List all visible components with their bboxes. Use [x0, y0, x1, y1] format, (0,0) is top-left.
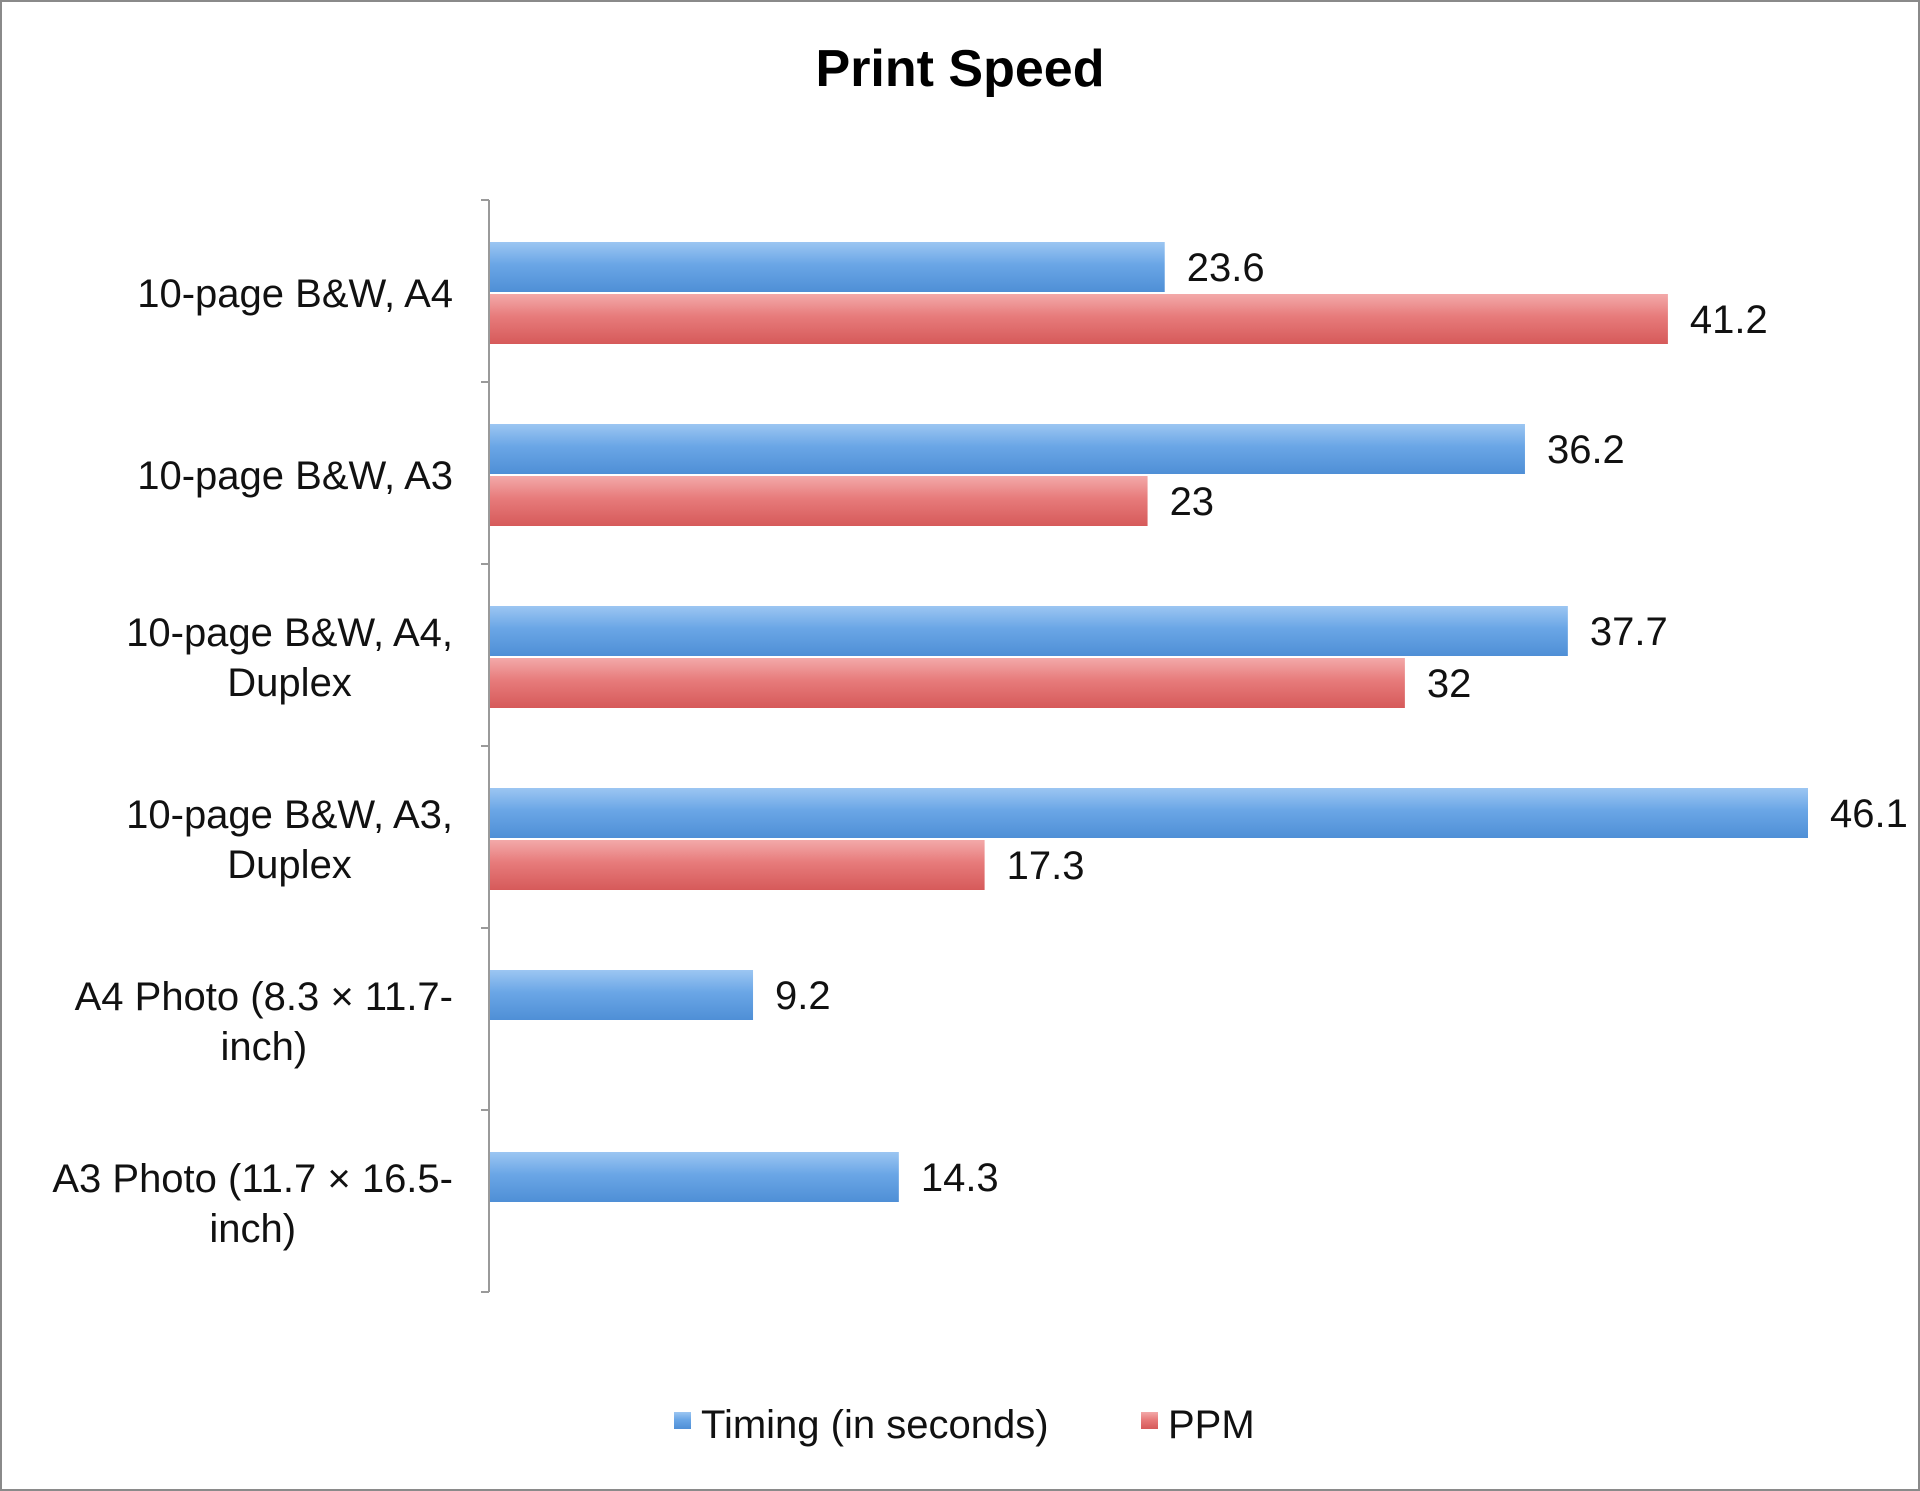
bar-timing: [490, 1152, 899, 1202]
bar-timing: [490, 970, 754, 1020]
bar-timing: [490, 242, 1165, 292]
data-label-timing: 23.6: [1187, 246, 1265, 290]
data-label-timing: 9.2: [775, 974, 831, 1018]
bar-timing: [490, 424, 1525, 474]
bar-ppm: [490, 476, 1148, 526]
legend-swatch-ppm: [1141, 1412, 1158, 1429]
chart-title: Print Speed: [816, 40, 1105, 98]
category-labels: 10-page B&W, A4 10-page B&W, A3 10-page B&…: [52, 272, 453, 1251]
legend-swatch-timing: [674, 1412, 691, 1429]
data-label-timing: 46.1: [1830, 792, 1908, 836]
category-label: 10-page B&W, A4, Duplex: [126, 611, 453, 705]
legend-label-timing: Timing (in seconds): [701, 1403, 1049, 1447]
category-label: 10-page B&W, A4: [137, 272, 453, 316]
category-label: 10-page B&W, A3: [137, 454, 453, 498]
data-label-ppm: 41.2: [1690, 298, 1768, 342]
category-label: A4 Photo (8.3 × 11.7-inch): [75, 975, 453, 1069]
data-label-timing: 36.2: [1547, 428, 1625, 472]
data-label-ppm: 23: [1170, 480, 1215, 524]
data-label-ppm: 32: [1427, 662, 1472, 706]
category-label: A3 Photo (11.7 × 16.5-inch): [52, 1157, 453, 1251]
bar-ppm: [490, 658, 1405, 708]
data-label-ppm: 17.3: [1007, 844, 1085, 888]
bar-ppm: [490, 294, 1668, 344]
category-axis: [481, 199, 490, 1293]
bar-timing: [490, 788, 1808, 838]
data-label-timing: 37.7: [1590, 610, 1668, 654]
data-labels: 23.6 41.2 36.2 23 37.7 32 46.1 17.3 9.2 14.3: [775, 246, 1908, 1200]
data-label-timing: 14.3: [921, 1156, 999, 1200]
legend: Timing (in seconds) PPM: [674, 1403, 1255, 1447]
category-label: 10-page B&W, A3, Duplex: [126, 793, 453, 887]
bars: [490, 242, 1808, 1202]
bar-timing: [490, 606, 1568, 656]
legend-label-ppm: PPM: [1168, 1403, 1255, 1447]
bar-ppm: [490, 840, 985, 890]
